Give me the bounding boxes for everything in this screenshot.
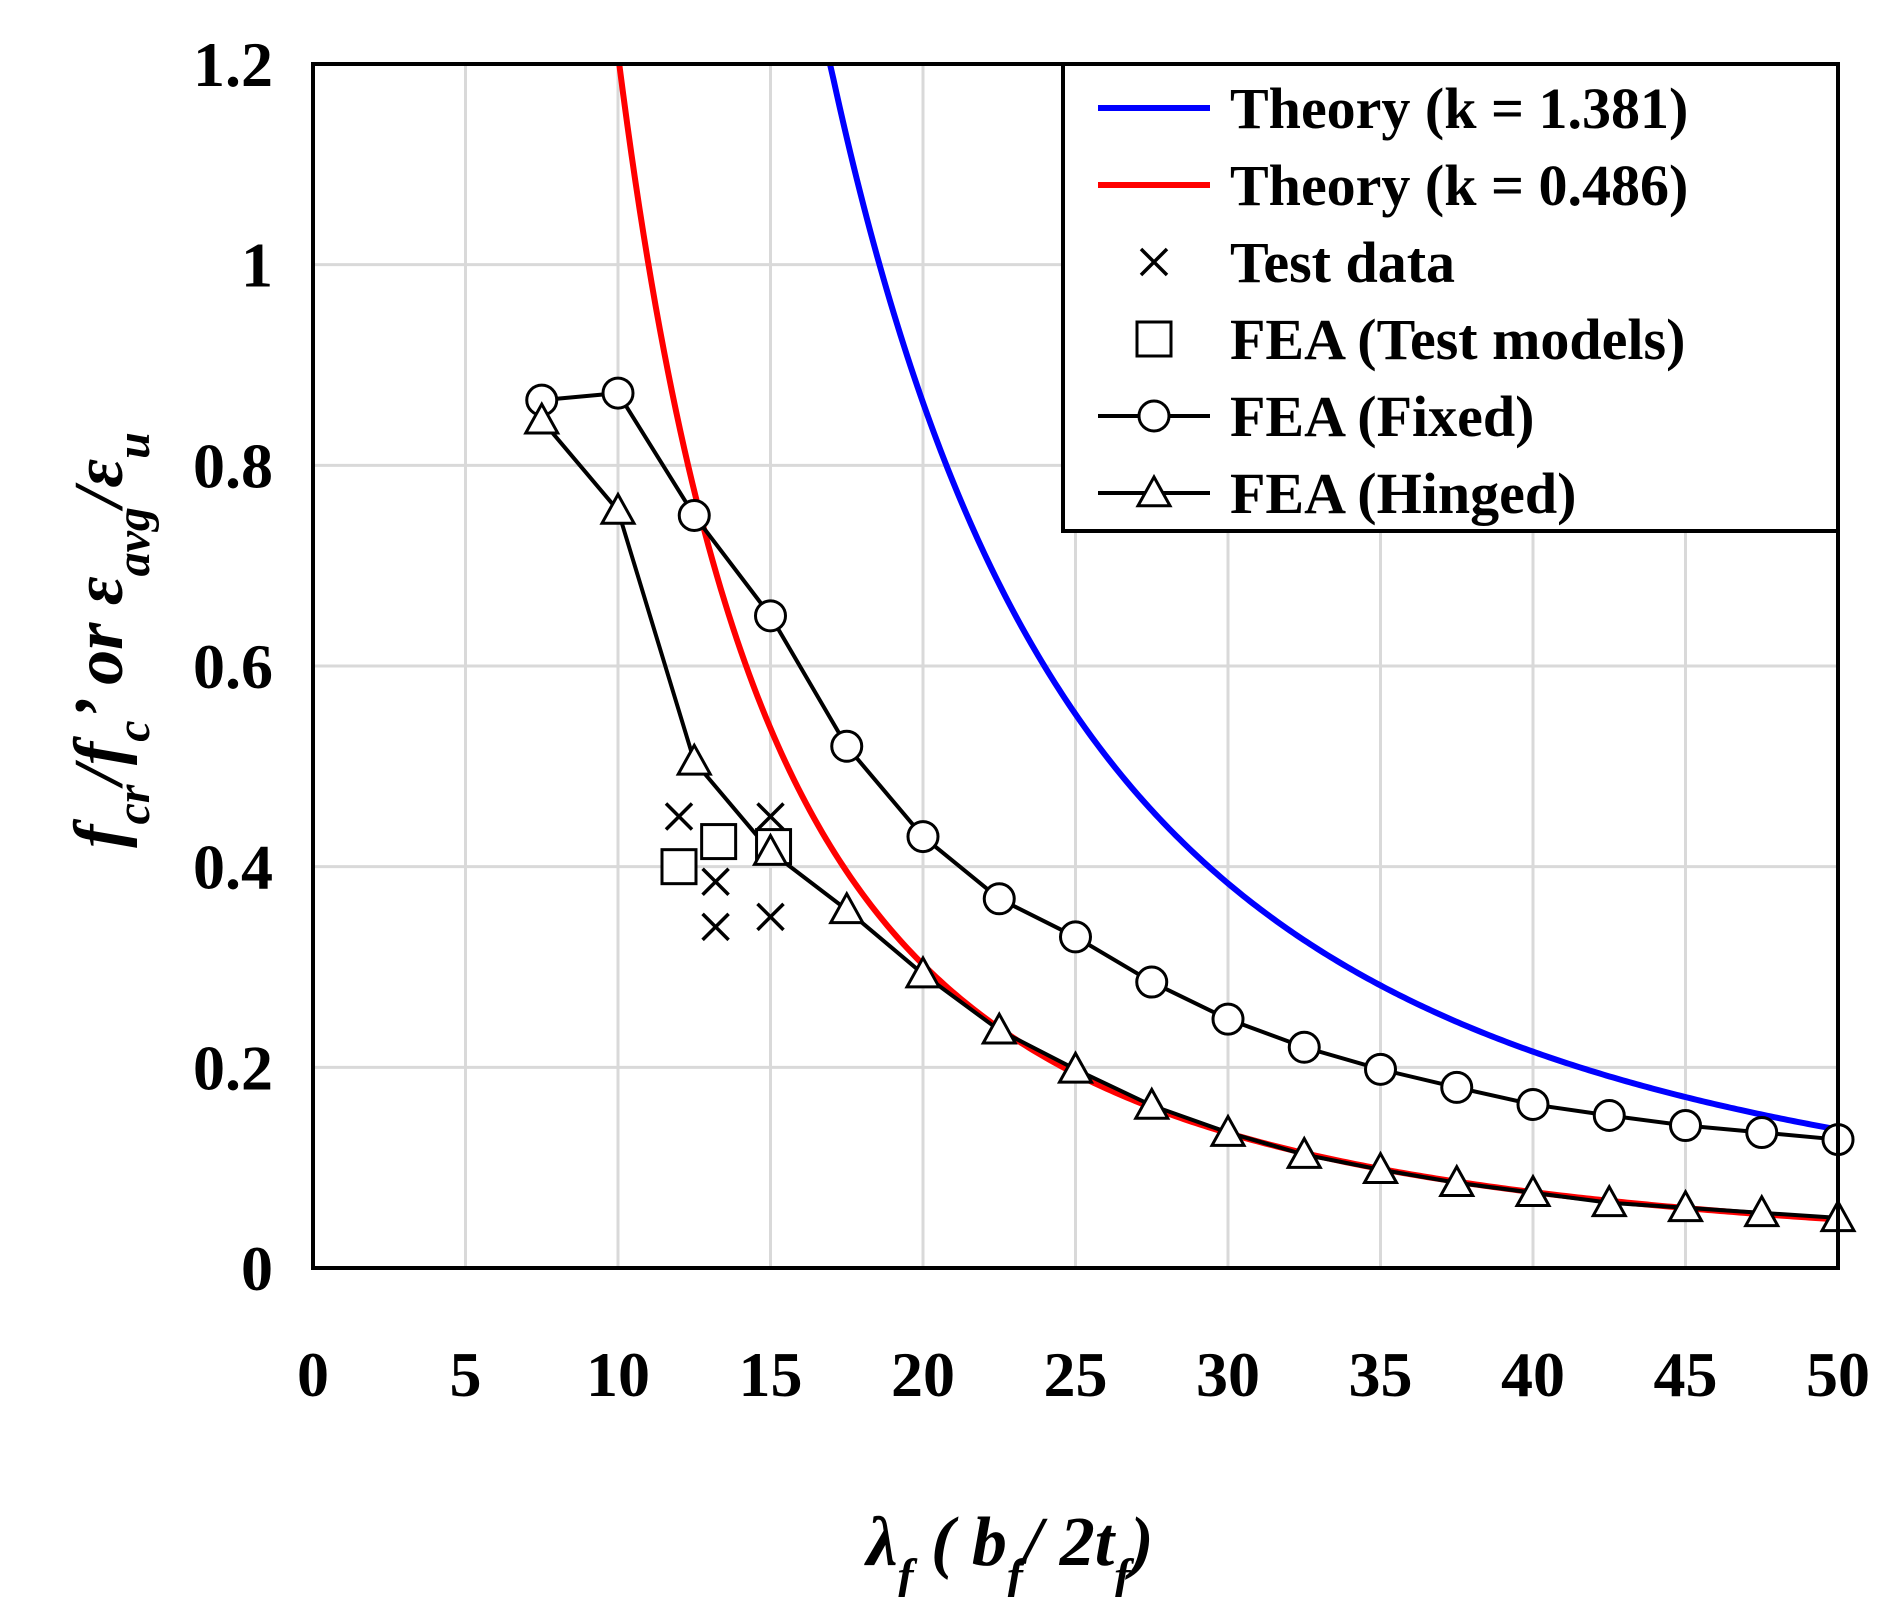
x-marker [756, 902, 785, 932]
x-tick-label: 5 [450, 1339, 482, 1410]
triangle-marker [1743, 1193, 1781, 1228]
x-tick-label: 25 [1044, 1339, 1108, 1410]
x-tick-labels: 0 5 10 15 20 25 30 35 40 45 50 [297, 1339, 1870, 1410]
triangle-marker [1135, 473, 1173, 508]
circle-marker [906, 820, 940, 854]
legend-label: FEA (Hinged) [1230, 461, 1576, 526]
triangle-marker [1666, 1188, 1705, 1223]
triangle-marker [1514, 1173, 1552, 1208]
square-marker [700, 823, 738, 861]
triangle-marker [980, 1011, 1018, 1045]
series-markers [523, 376, 1857, 1233]
x-marker [756, 802, 785, 831]
legend: Theory (k = 1.381) Theory (k = 0.486) Test… [1061, 62, 1840, 533]
x-marker [664, 802, 694, 831]
y-tick-label: 1.2 [193, 29, 273, 100]
circle-marker [1364, 1052, 1397, 1086]
circle-marker [1287, 1030, 1321, 1064]
y-tick-label: 0.2 [193, 1032, 273, 1103]
triangle-marker [1590, 1183, 1628, 1218]
circle-marker [1135, 965, 1169, 999]
triangle-marker [599, 491, 637, 525]
x-tick-label: 45 [1654, 1339, 1718, 1410]
x-tick-label: 40 [1501, 1339, 1565, 1410]
triangle-marker [828, 890, 866, 925]
circle-marker [1516, 1087, 1550, 1121]
x-marker [1139, 247, 1169, 277]
x-tick-label: 10 [586, 1339, 650, 1410]
circle-marker [601, 376, 635, 410]
triangle-marker [1361, 1150, 1400, 1184]
legend-label: FEA (Test models) [1230, 307, 1685, 372]
triangle-marker [675, 742, 713, 776]
y-tick-label: 1 [241, 230, 273, 301]
x-tick-label: 35 [1349, 1339, 1413, 1410]
y-tick-label: 0 [241, 1233, 273, 1304]
y-tick-label: 0.6 [193, 631, 273, 702]
y-axis-title: fcr/fc’ or εavg/εu [61, 432, 160, 848]
circle-marker [1137, 399, 1171, 433]
circle-marker [1059, 920, 1092, 954]
y-tick-label: 0.4 [193, 832, 273, 903]
theory-curve [827, 63, 1839, 1133]
legend-label: FEA (Fixed) [1230, 384, 1534, 449]
triangle-marker [904, 954, 942, 989]
triangle-marker [1133, 1086, 1171, 1120]
x-axis-title: λf ( bf/ 2tf) [863, 1504, 1153, 1597]
triangle-marker [1056, 1050, 1095, 1084]
x-tick-label: 50 [1806, 1339, 1870, 1410]
x-tick-label: 0 [297, 1339, 329, 1410]
x-tick-label: 20 [891, 1339, 955, 1410]
square-marker [1135, 320, 1173, 358]
legend-box [1061, 62, 1840, 533]
legend-label: Test data [1230, 230, 1455, 295]
circle-marker [754, 599, 787, 633]
legend-label: Theory (k = 1.381) [1230, 76, 1688, 141]
circle-marker [1211, 1002, 1245, 1036]
triangle-marker [751, 832, 790, 866]
triangle-marker [1438, 1163, 1476, 1198]
circle-marker [1592, 1098, 1626, 1132]
x-tick-label: 30 [1196, 1339, 1260, 1410]
square-marker [660, 848, 698, 886]
y-tick-label: 0.8 [193, 430, 273, 501]
circle-marker [830, 729, 864, 763]
triangle-marker [1209, 1113, 1247, 1147]
circle-marker [1440, 1070, 1474, 1104]
circle-marker [982, 882, 1016, 916]
x-tick-label: 15 [739, 1339, 803, 1410]
triangle-marker [1285, 1135, 1323, 1169]
y-tick-labels: 0 0.2 0.4 0.6 0.8 1 1.2 [193, 29, 273, 1304]
circle-marker [1669, 1109, 1702, 1143]
x-marker [701, 912, 730, 942]
x-marker [701, 867, 730, 896]
circle-marker [677, 499, 711, 532]
circle-marker [1745, 1116, 1779, 1150]
triangle-marker [523, 401, 561, 435]
legend-label: Theory (k = 0.486) [1230, 153, 1688, 218]
